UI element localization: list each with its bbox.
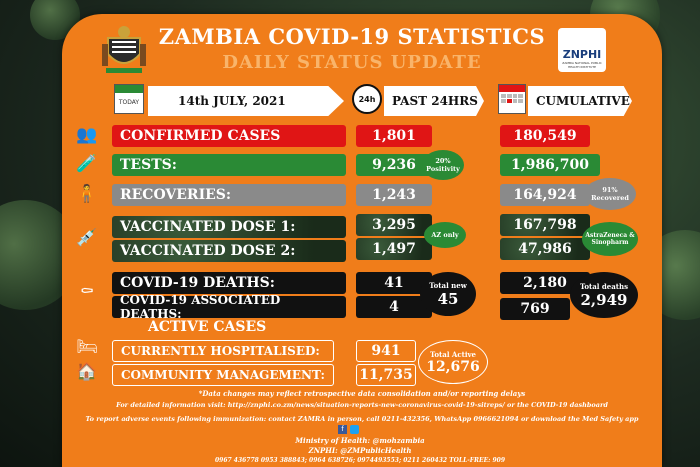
facebook-icon[interactable]: f (338, 425, 347, 434)
deaths-cumulative: 2,180 (500, 272, 590, 294)
associated-deaths-cumulative: 769 (500, 298, 570, 320)
logo-text: ZNPHI (562, 48, 602, 61)
positivity-text: 20% Positivity (426, 157, 460, 173)
total-active-label: Total Active (429, 349, 477, 359)
total-active-badge: Total Active 12,676 (418, 340, 488, 384)
vaccinated-dose1-label: VACCINATED DOSE 1: (112, 216, 346, 238)
recovery-icon: 🧍 (76, 184, 98, 204)
recoveries-cumulative: 164,924 (500, 184, 590, 206)
phone-numbers: 0967 436778 0953 388843; 0964 638726; 09… (214, 457, 506, 464)
az-only-text: AZ only (431, 231, 459, 239)
vaccinated-dose2-cumulative: 47,986 (500, 238, 590, 260)
date-header: 14th JULY, 2021 (148, 86, 344, 116)
moh-handle: Ministry of Health: @mohzambia (295, 436, 425, 445)
total-deaths-badge: Total deaths 2,949 (570, 272, 638, 318)
adverse-events-text: To report adverse events following immun… (85, 415, 639, 423)
house-icon: 🏠 (76, 362, 98, 382)
znphi-logo: ZNPHI ZAMBIA NATIONAL PUBLIC HEALTH INST… (558, 28, 606, 72)
clock-icon-label: 24h (358, 94, 376, 104)
past-24hrs-header: PAST 24HRS (384, 86, 484, 116)
vaccinated-dose2-past: 1,497 (356, 238, 432, 260)
today-icon: TODAY (114, 84, 144, 114)
vaccine-brands-badge: AstraZeneca & Sinopharm (582, 222, 638, 256)
hospitalised-value: 941 (356, 340, 416, 362)
twitter-icon[interactable] (350, 425, 359, 434)
recovered-badge: 91% Recovered (584, 178, 636, 210)
total-new-value: 45 (437, 289, 459, 308)
confirmed-cases-cumulative: 180,549 (500, 125, 590, 147)
deaths-label: COVID-19 DEATHS: (112, 272, 346, 294)
info-link-text[interactable]: For detailed information visit: http://z… (116, 401, 608, 409)
associated-deaths-label: COVID-19 ASSOCIATED DEATHS: (112, 293, 346, 321)
vaccinated-dose2-label: VACCINATED DOSE 2: (112, 240, 346, 262)
community-label: COMMUNITY MANAGEMENT: (112, 364, 334, 386)
report-date: 14th JULY, 2021 (178, 94, 286, 108)
total-new-deaths-badge: Total new 45 (420, 272, 476, 316)
znphi-handle: ZNPHI: @ZMPublicHealth (308, 446, 412, 455)
test-tube-icon: 🧪 (76, 154, 98, 174)
people-icon: 👥 (76, 125, 98, 145)
tests-label: TESTS: (112, 154, 346, 176)
hospitalised-label: CURRENTLY HOSPITALISED: (112, 340, 334, 362)
confirmed-cases-label: CONFIRMED CASES (112, 125, 346, 147)
vaccine-brands-text: AstraZeneca & Sinopharm (585, 232, 635, 246)
community-value: 11,735 (356, 364, 416, 386)
cumulative-header: CUMULATIVE (528, 86, 632, 116)
syringe-icon: 💉 (76, 228, 98, 248)
positivity-badge: 20% Positivity (422, 150, 464, 180)
active-cases-heading: ACTIVE CASES (148, 319, 267, 335)
associated-deaths-past: 4 (356, 296, 432, 318)
clock-24h-icon: 24h (352, 84, 382, 114)
total-new-label: Total new (429, 280, 467, 290)
deaths-past: 41 (356, 272, 432, 294)
tests-past: 9,236 (356, 154, 432, 176)
vaccinated-dose1-past: 3,295 (356, 214, 432, 236)
page-title: ZAMBIA COVID-19 STATISTICS (158, 24, 546, 49)
total-deaths-value: 2,949 (580, 290, 628, 309)
total-deaths-label: Total deaths (579, 281, 629, 291)
cumulative-label: CUMULATIVE (536, 94, 630, 108)
hospital-bed-icon: 🛏 (76, 337, 98, 357)
recovered-text: 91% Recovered (591, 186, 629, 202)
vaccinated-dose1-cumulative: 167,798 (500, 214, 590, 236)
data-disclaimer: *Data changes may reflect retrospective … (198, 389, 526, 398)
tests-cumulative: 1,986,700 (500, 154, 600, 176)
coffin-icon: ⚰ (79, 282, 95, 302)
calendar-icon (498, 84, 526, 114)
social-icons: f (338, 425, 359, 434)
today-icon-label: TODAY (118, 99, 140, 106)
past-24hrs-label: PAST 24HRS (392, 94, 478, 108)
coat-of-arms-icon (100, 24, 148, 76)
logo-subtext: ZAMBIA NATIONAL PUBLIC HEALTH INSTITUTE (562, 61, 602, 69)
total-active-value: 12,676 (426, 358, 480, 375)
page-subtitle: DAILY STATUS UPDATE (222, 52, 482, 73)
az-only-badge: AZ only (424, 222, 466, 248)
recoveries-label: RECOVERIES: (112, 184, 346, 206)
confirmed-cases-past: 1,801 (356, 125, 432, 147)
recoveries-past: 1,243 (356, 184, 432, 206)
